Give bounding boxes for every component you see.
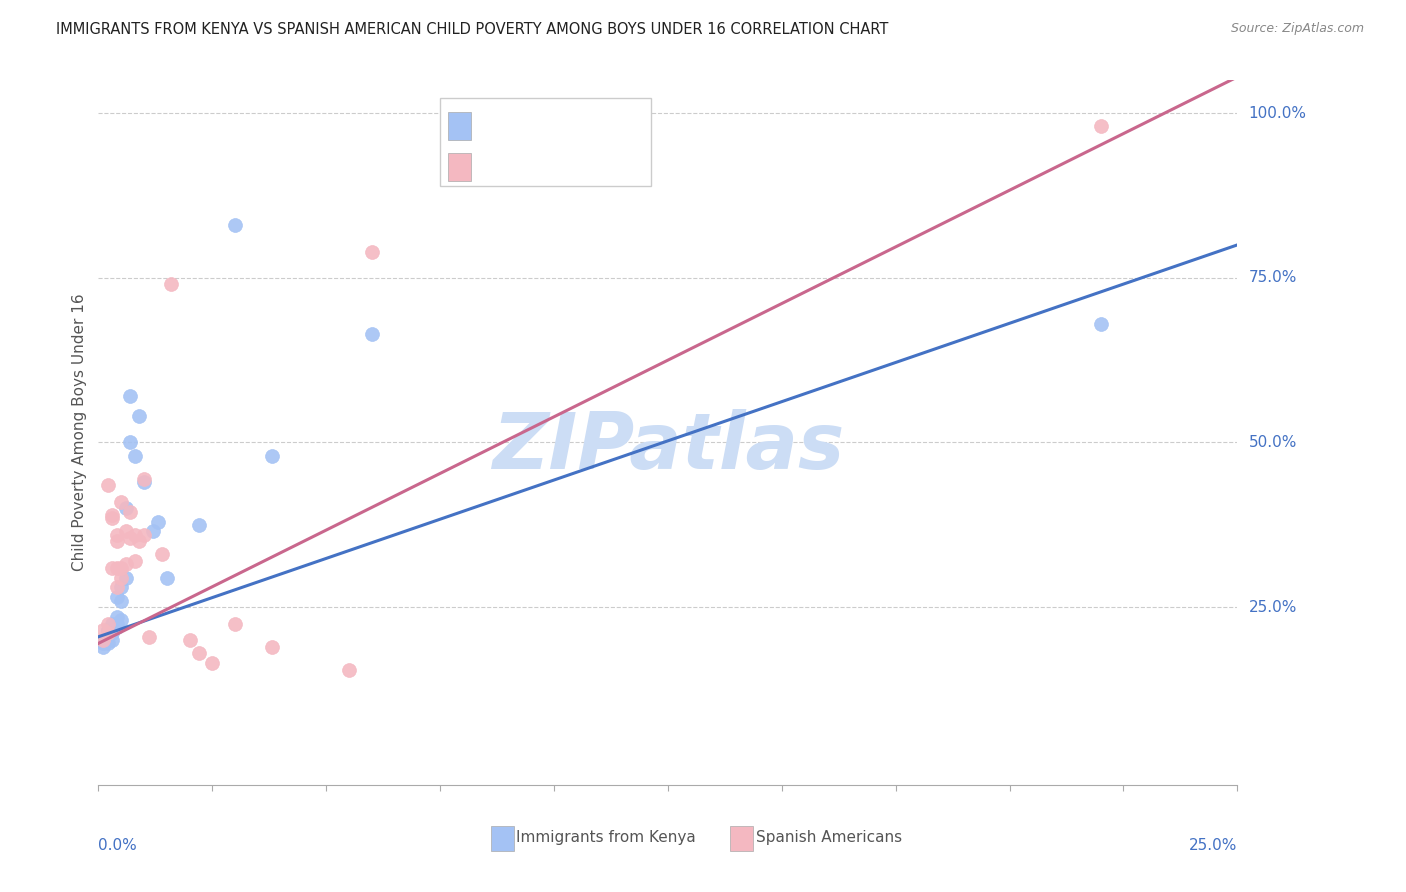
Text: Immigrants from Kenya: Immigrants from Kenya bbox=[516, 830, 696, 846]
Point bbox=[132, 527, 155, 541]
Point bbox=[360, 244, 382, 259]
Point bbox=[96, 623, 118, 637]
Point bbox=[110, 593, 132, 607]
Point bbox=[105, 591, 128, 605]
Point bbox=[1090, 120, 1112, 134]
Text: ZIPatlas: ZIPatlas bbox=[492, 409, 844, 484]
Point bbox=[187, 517, 209, 532]
Point bbox=[96, 626, 118, 640]
Y-axis label: Child Poverty Among Boys Under 16: Child Poverty Among Boys Under 16 bbox=[72, 293, 87, 572]
Point bbox=[101, 616, 124, 631]
Point bbox=[142, 524, 165, 539]
Point bbox=[91, 623, 114, 637]
Point bbox=[110, 495, 132, 509]
FancyBboxPatch shape bbox=[731, 826, 754, 851]
Text: R = 0.669: R = 0.669 bbox=[484, 155, 567, 174]
Point bbox=[114, 501, 136, 516]
Point bbox=[96, 616, 118, 631]
Text: 50.0%: 50.0% bbox=[1249, 435, 1296, 450]
Point bbox=[105, 620, 128, 634]
Point bbox=[101, 508, 124, 522]
Point bbox=[138, 630, 160, 644]
Point bbox=[179, 633, 201, 648]
Text: 25.0%: 25.0% bbox=[1249, 599, 1296, 615]
Point bbox=[91, 636, 114, 650]
Point bbox=[114, 570, 136, 584]
Point bbox=[101, 620, 124, 634]
Point bbox=[1090, 317, 1112, 331]
FancyBboxPatch shape bbox=[491, 826, 515, 851]
FancyBboxPatch shape bbox=[449, 153, 471, 181]
Point bbox=[128, 409, 150, 424]
Point bbox=[120, 435, 142, 450]
Point bbox=[91, 633, 114, 648]
Text: IMMIGRANTS FROM KENYA VS SPANISH AMERICAN CHILD POVERTY AMONG BOYS UNDER 16 CORR: IMMIGRANTS FROM KENYA VS SPANISH AMERICA… bbox=[56, 22, 889, 37]
Point bbox=[105, 534, 128, 549]
Point bbox=[91, 640, 114, 654]
Point bbox=[110, 560, 132, 574]
Point bbox=[128, 534, 150, 549]
Point bbox=[260, 449, 283, 463]
FancyBboxPatch shape bbox=[440, 98, 651, 186]
Point bbox=[105, 616, 128, 631]
Point bbox=[260, 640, 283, 654]
Point bbox=[96, 623, 118, 637]
Point bbox=[110, 581, 132, 595]
Point bbox=[360, 326, 382, 341]
Point bbox=[114, 558, 136, 572]
Point bbox=[337, 663, 360, 677]
Point bbox=[132, 472, 155, 486]
Point bbox=[120, 505, 142, 519]
Point bbox=[187, 646, 209, 660]
Text: 75.0%: 75.0% bbox=[1249, 270, 1296, 285]
Point bbox=[105, 560, 128, 574]
Point bbox=[96, 636, 118, 650]
Point bbox=[101, 623, 124, 637]
Point bbox=[96, 630, 118, 644]
Point bbox=[132, 475, 155, 489]
Point bbox=[91, 633, 114, 648]
Point bbox=[105, 610, 128, 624]
Point bbox=[201, 656, 224, 670]
Point bbox=[110, 570, 132, 584]
Text: 0.0%: 0.0% bbox=[98, 838, 138, 853]
Point bbox=[105, 527, 128, 541]
Point bbox=[124, 527, 146, 541]
Point bbox=[101, 626, 124, 640]
Point bbox=[120, 531, 142, 545]
Text: Source: ZipAtlas.com: Source: ZipAtlas.com bbox=[1230, 22, 1364, 36]
Text: N = 35: N = 35 bbox=[565, 155, 623, 174]
Point bbox=[224, 616, 246, 631]
Text: N = 34: N = 34 bbox=[565, 115, 623, 133]
Point bbox=[150, 548, 173, 562]
Point bbox=[101, 511, 124, 525]
FancyBboxPatch shape bbox=[449, 112, 471, 140]
Text: 25.0%: 25.0% bbox=[1189, 838, 1237, 853]
Point bbox=[146, 515, 169, 529]
Point bbox=[224, 218, 246, 232]
Point bbox=[114, 524, 136, 539]
Point bbox=[156, 570, 179, 584]
Text: Spanish Americans: Spanish Americans bbox=[755, 830, 901, 846]
Point bbox=[160, 277, 183, 292]
Point bbox=[96, 478, 118, 492]
Point bbox=[124, 449, 146, 463]
Point bbox=[101, 633, 124, 648]
Point bbox=[124, 554, 146, 568]
Point bbox=[110, 613, 132, 627]
Text: 100.0%: 100.0% bbox=[1249, 106, 1306, 120]
Point bbox=[101, 560, 124, 574]
Point bbox=[120, 389, 142, 403]
Point bbox=[105, 581, 128, 595]
Text: R = 0.510: R = 0.510 bbox=[484, 115, 567, 133]
